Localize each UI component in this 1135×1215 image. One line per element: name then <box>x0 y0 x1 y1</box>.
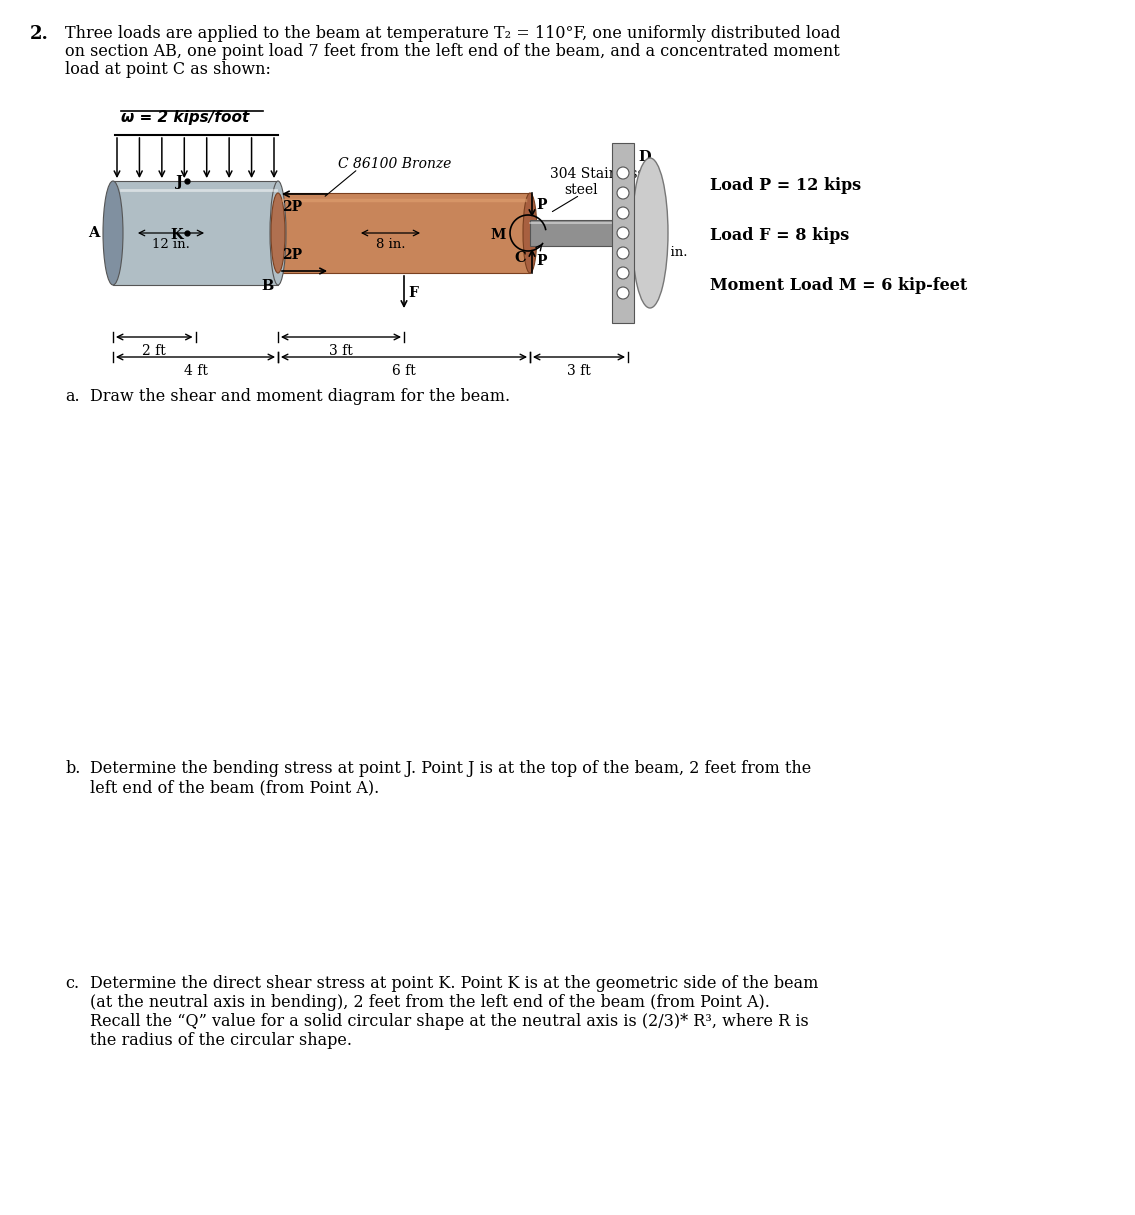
Text: (at the neutral axis in bending), 2 feet from the left end of the beam (from Poi: (at the neutral axis in bending), 2 feet… <box>90 994 770 1011</box>
Circle shape <box>617 227 629 239</box>
Text: a.: a. <box>65 388 79 405</box>
Circle shape <box>617 187 629 199</box>
Polygon shape <box>278 193 530 273</box>
Text: P: P <box>536 198 546 211</box>
Polygon shape <box>530 220 616 245</box>
Text: ω = 2 kips/foot: ω = 2 kips/foot <box>121 111 250 125</box>
Text: 2 ft: 2 ft <box>142 344 166 358</box>
Text: Load F = 8 kips: Load F = 8 kips <box>711 226 849 243</box>
Text: Determine the bending stress at point J. Point J is at the top of the beam, 2 fe: Determine the bending stress at point J.… <box>90 761 812 778</box>
Text: b.: b. <box>65 761 81 778</box>
Ellipse shape <box>523 193 537 273</box>
Text: M: M <box>490 228 506 242</box>
Ellipse shape <box>270 181 286 286</box>
Text: C 86100 Bronze: C 86100 Bronze <box>338 157 452 171</box>
Polygon shape <box>612 143 634 323</box>
Text: J: J <box>176 175 183 190</box>
Text: 2P: 2P <box>281 248 302 262</box>
Text: 304 Stainless: 304 Stainless <box>550 166 645 181</box>
Text: load at point C as shown:: load at point C as shown: <box>65 61 271 78</box>
Text: on section AB, one point load 7 feet from the left end of the beam, and a concen: on section AB, one point load 7 feet fro… <box>65 43 840 60</box>
Text: steel: steel <box>564 183 598 197</box>
Text: B: B <box>262 279 274 293</box>
Circle shape <box>617 207 629 219</box>
Text: A: A <box>87 226 99 241</box>
Text: c.: c. <box>65 974 79 991</box>
Text: 4 in.: 4 in. <box>658 247 688 260</box>
Text: Recall the “Q” value for a solid circular shape at the neutral axis is (2/3)* R³: Recall the “Q” value for a solid circula… <box>90 1013 809 1030</box>
Text: D: D <box>638 149 650 164</box>
Text: 2.: 2. <box>30 26 49 43</box>
Polygon shape <box>114 181 278 286</box>
Text: 12 in.: 12 in. <box>152 238 190 252</box>
Ellipse shape <box>271 193 285 273</box>
Ellipse shape <box>632 158 669 307</box>
Circle shape <box>617 166 629 179</box>
Text: 6 ft: 6 ft <box>392 364 415 378</box>
Text: Draw the shear and moment diagram for the beam.: Draw the shear and moment diagram for th… <box>90 388 510 405</box>
Text: Three loads are applied to the beam at temperature T₂ = 110°F, one uniformly dis: Three loads are applied to the beam at t… <box>65 26 841 43</box>
Circle shape <box>617 267 629 279</box>
Text: left end of the beam (from Point A).: left end of the beam (from Point A). <box>90 779 379 796</box>
Text: C: C <box>514 252 526 265</box>
Text: Load P = 12 kips: Load P = 12 kips <box>711 176 861 193</box>
Text: 3 ft: 3 ft <box>329 344 353 358</box>
Ellipse shape <box>103 181 123 286</box>
Text: 2P: 2P <box>281 200 302 214</box>
Text: F: F <box>407 286 418 300</box>
Text: 8 in.: 8 in. <box>376 238 405 252</box>
Text: P: P <box>536 254 546 269</box>
Text: K: K <box>170 228 183 242</box>
Text: the radius of the circular shape.: the radius of the circular shape. <box>90 1032 352 1049</box>
Circle shape <box>617 287 629 299</box>
Text: 4 ft: 4 ft <box>184 364 208 378</box>
Text: Determine the direct shear stress at point K. Point K is at the geometric side o: Determine the direct shear stress at poi… <box>90 974 818 991</box>
Text: 3 ft: 3 ft <box>568 364 591 378</box>
Circle shape <box>617 247 629 259</box>
Text: Moment Load M = 6 kip-feet: Moment Load M = 6 kip-feet <box>711 277 967 294</box>
